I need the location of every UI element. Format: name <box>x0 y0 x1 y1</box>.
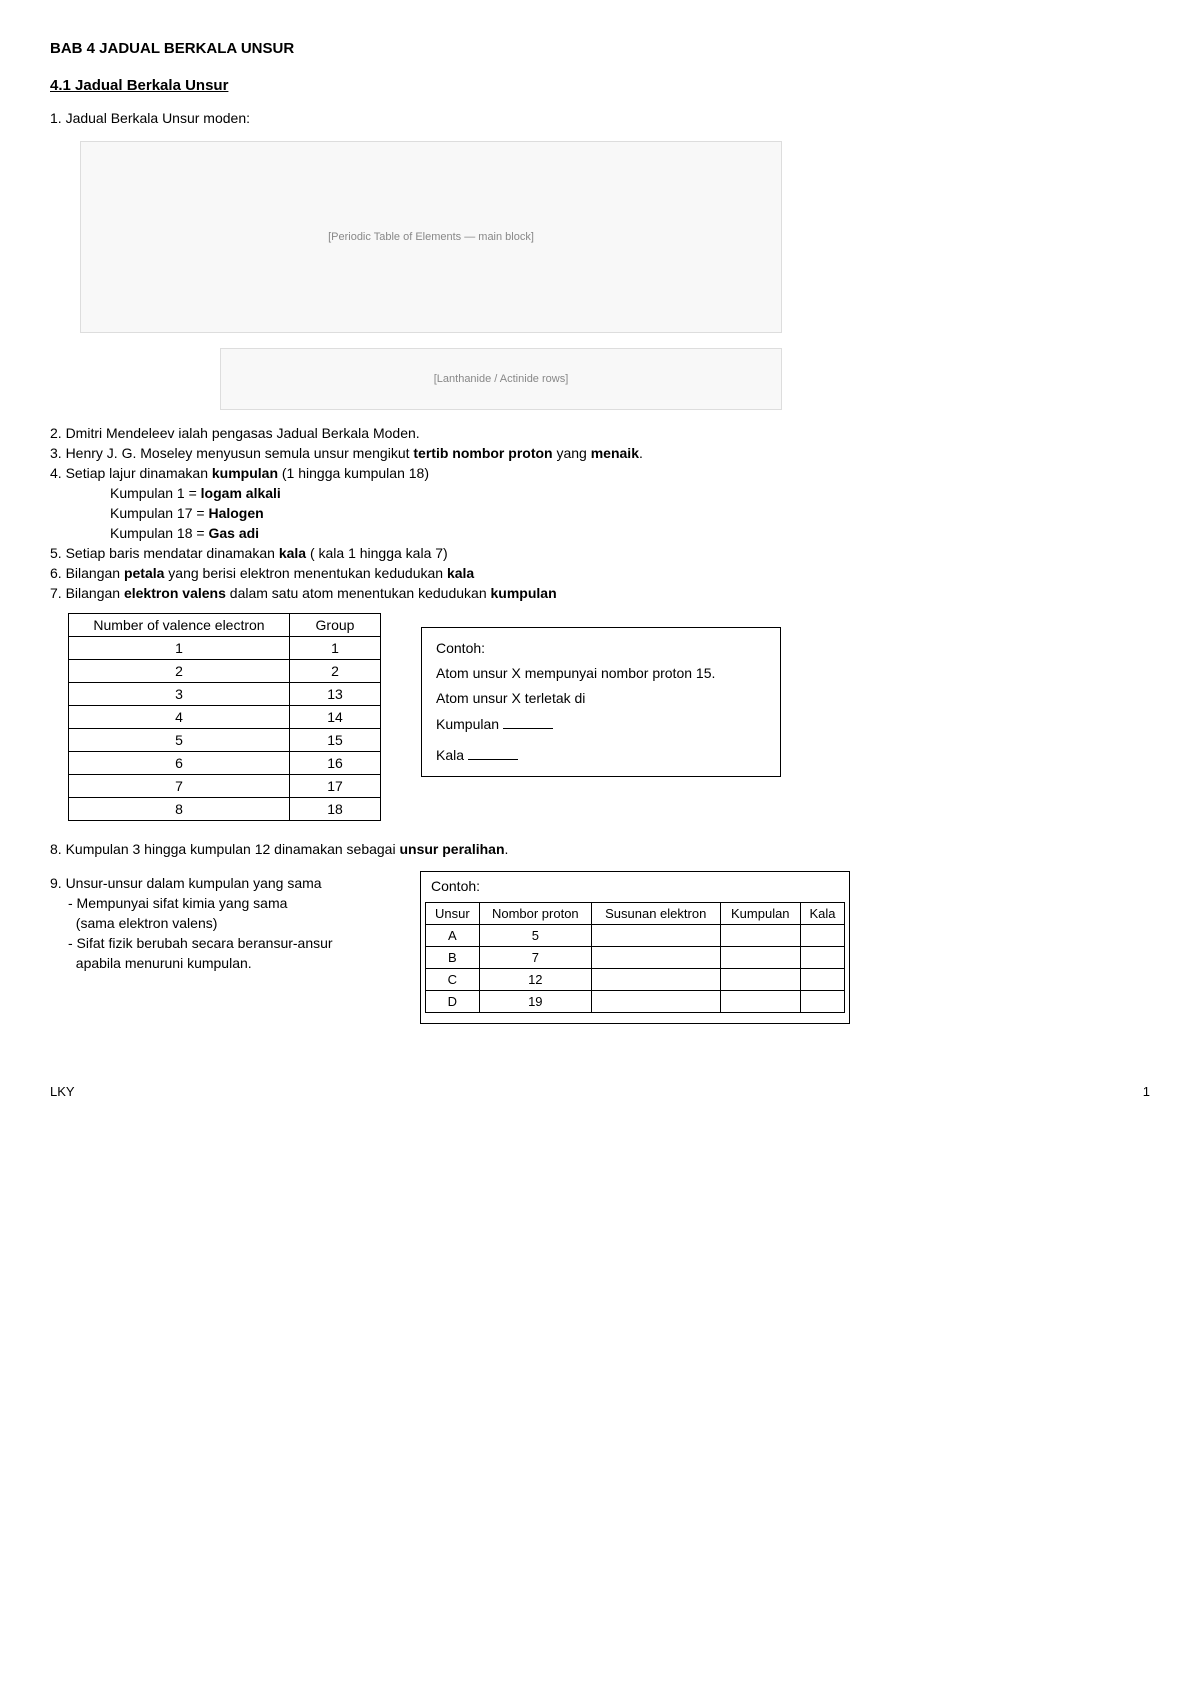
table-row: 717 <box>69 775 381 798</box>
footer-left: LKY <box>50 1084 75 1099</box>
table-row: B7 <box>426 947 845 969</box>
example-table-2: Unsur Nombor proton Susunan elektron Kum… <box>425 902 845 1013</box>
example-box-1: Contoh: Atom unsur X mempunyai nombor pr… <box>421 627 781 777</box>
table-row: C12 <box>426 969 845 991</box>
table-row: 22 <box>69 660 381 683</box>
item-4-k1: Kumpulan 1 = logam alkali <box>110 485 1150 501</box>
item-2: 2. Dmitri Mendeleev ialah pengasas Jadua… <box>50 425 1150 441</box>
table-row: 313 <box>69 683 381 706</box>
table-row: 616 <box>69 752 381 775</box>
item-6: 6. Bilangan petala yang berisi elektron … <box>50 565 1150 581</box>
item-4: 4. Setiap lajur dinamakan kumpulan (1 hi… <box>50 465 1150 481</box>
example-title: Contoh: <box>425 876 845 896</box>
table-row: 818 <box>69 798 381 821</box>
table-row: 11 <box>69 637 381 660</box>
table-row: Number of valence electron Group <box>69 614 381 637</box>
table-row: D19 <box>426 991 845 1013</box>
item-5: 5. Setiap baris mendatar dinamakan kala … <box>50 545 1150 561</box>
example-line: Kala <box>436 743 766 768</box>
valence-table: Number of valence electron Group 11 22 3… <box>68 613 381 821</box>
table-row: A5 <box>426 925 845 947</box>
section-title: 4.1 Jadual Berkala Unsur <box>50 77 1150 94</box>
col-header: Number of valence electron <box>69 614 290 637</box>
chapter-title: BAB 4 JADUAL BERKALA UNSUR <box>50 40 1150 57</box>
item-3: 3. Henry J. G. Moseley menyusun semula u… <box>50 445 1150 461</box>
blank-line <box>503 728 553 729</box>
page-number: 1 <box>1143 1084 1150 1099</box>
example-title: Contoh: <box>436 636 766 661</box>
example-line: Atom unsur X terletak di <box>436 686 766 711</box>
example-line: Kumpulan <box>436 712 766 737</box>
example-box-2: Contoh: Unsur Nombor proton Susunan elek… <box>420 871 850 1024</box>
table-row: Unsur Nombor proton Susunan elektron Kum… <box>426 903 845 925</box>
blank-line <box>468 759 518 760</box>
item-4-k17: Kumpulan 17 = Halogen <box>110 505 1150 521</box>
example-line: Atom unsur X mempunyai nombor proton 15. <box>436 661 766 686</box>
periodic-table-figure: [Periodic Table of Elements — main block… <box>80 141 782 333</box>
table-row: 414 <box>69 706 381 729</box>
lanthanide-figure: [Lanthanide / Actinide rows] <box>220 348 782 410</box>
item-7: 7. Bilangan elektron valens dalam satu a… <box>50 585 1150 601</box>
item-1: 1. Jadual Berkala Unsur moden: <box>50 110 1150 126</box>
item-9: 9. Unsur-unsur dalam kumpulan yang sama … <box>50 871 390 975</box>
item-4-k18: Kumpulan 18 = Gas adi <box>110 525 1150 541</box>
item-8: 8. Kumpulan 3 hingga kumpulan 12 dinamak… <box>50 841 1150 857</box>
table-row: 515 <box>69 729 381 752</box>
col-header: Group <box>290 614 381 637</box>
